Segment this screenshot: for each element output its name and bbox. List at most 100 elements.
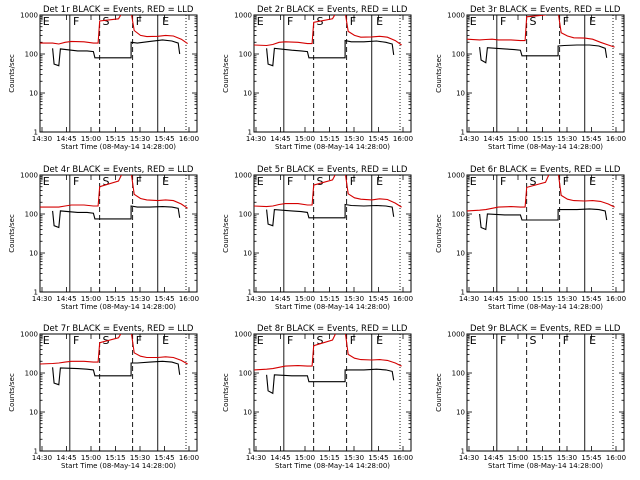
y-tick-label: 10 [456,250,465,258]
lld-series-line [467,175,615,212]
x-tick-label: 16:00 [179,454,199,462]
panel-4: Det 4r BLACK = Events, RED = LLD 1 10 100 10… [8,165,199,311]
panel-title: Det 5r BLACK = Events, RED = LLD [257,165,408,175]
x-tick-label: 14:45 [483,295,503,303]
interval-marker-label: E [162,334,169,347]
events-series-line [52,39,181,67]
panel-title: Det 1r BLACK = Events, RED = LLD [43,5,194,15]
interval-marker-label: E [162,175,169,188]
x-tick-label: 15:45 [368,454,388,462]
x-axis-label: Start Time (08-May-14 14:28:00) [61,143,176,151]
y-tick-label: 1000 [447,331,465,339]
y-axis-label: Counts/sec [222,54,230,93]
x-tick-label: 15:45 [581,454,601,462]
y-tick-label: 1000 [447,172,465,180]
plot-frame [466,14,625,133]
lld-series-line [467,15,615,48]
x-tick-label: 16:00 [606,454,626,462]
x-tick-label: 15:15 [319,295,339,303]
y-tick-label: 100 [25,370,38,378]
x-tick-label: 15:00 [508,295,528,303]
plot-frame [39,333,198,452]
interval-marker-label: E [470,15,477,28]
x-tick-label: 14:30 [459,454,479,462]
y-tick-label: 1 [34,289,38,297]
x-tick-label: 15:00 [81,295,101,303]
interval-marker-label: E [589,334,596,347]
events-series-line [479,208,608,231]
plot-frame [466,174,625,293]
y-tick-label: 10 [243,90,252,98]
y-tick-label: 1000 [234,12,252,20]
interval-marker-label: E [162,15,169,28]
x-tick-label: 14:45 [56,295,76,303]
events-series-line [479,44,608,64]
x-tick-label: 15:15 [105,454,125,462]
y-tick-label: 1 [248,129,252,137]
interval-marker-label: F [563,334,569,347]
y-tick-label: 1000 [20,331,38,339]
y-axis-label: Counts/sec [435,54,443,93]
x-tick-label: 15:30 [344,295,364,303]
x-tick-label: 15:30 [130,295,150,303]
y-tick-label: 10 [29,250,38,258]
x-tick-label: 14:45 [270,295,290,303]
panel-2: Det 2r BLACK = Events, RED = LLD 1 10 100 10… [222,5,413,151]
x-tick-label: 15:45 [154,295,174,303]
interval-marker-label: F [500,15,506,28]
panel-title: Det 9r BLACK = Events, RED = LLD [470,324,621,334]
x-tick-label: 15:45 [154,135,174,143]
x-axis-label: Start Time (08-May-14 14:28:00) [488,143,603,151]
panel-title: Det 2r BLACK = Events, RED = LLD [257,5,408,15]
x-tick-label: 15:30 [557,135,577,143]
y-axis-label: Counts/sec [8,214,16,253]
plot-frame [39,174,198,293]
x-tick-label: 15:15 [532,454,552,462]
interval-marker-label: F [500,175,506,188]
x-tick-label: 14:30 [246,295,266,303]
x-tick-label: 15:45 [581,135,601,143]
x-tick-label: 16:00 [606,295,626,303]
y-tick-label: 10 [29,409,38,417]
x-tick-label: 15:30 [557,454,577,462]
x-tick-label: 14:30 [32,295,52,303]
x-tick-label: 15:00 [508,454,528,462]
x-tick-label: 15:15 [105,295,125,303]
y-tick-label: 10 [456,409,465,417]
y-tick-label: 1000 [234,331,252,339]
plot-frame [466,333,625,452]
y-tick-label: 100 [452,211,465,219]
x-tick-label: 14:30 [459,295,479,303]
y-tick-label: 10 [29,90,38,98]
x-tick-label: 15:45 [154,454,174,462]
interval-marker-label: F [136,175,142,188]
x-tick-label: 15:00 [508,135,528,143]
interval-marker-label: E [257,334,264,347]
panel-title: Det 3r BLACK = Events, RED = LLD [470,5,621,15]
x-tick-label: 15:00 [81,454,101,462]
events-series-line [266,368,395,395]
panel-9: Det 9r BLACK = Events, RED = LLD 1 10 100 10… [435,324,626,470]
panel-title: Det 6r BLACK = Events, RED = LLD [470,165,621,175]
y-tick-label: 1 [248,289,252,297]
events-series-line [52,360,181,386]
y-tick-label: 100 [239,51,252,59]
y-tick-label: 1 [34,448,38,456]
interval-marker-label: E [376,334,383,347]
x-tick-label: 16:00 [179,135,199,143]
panel-8: Det 8r BLACK = Events, RED = LLD 1 10 100 10… [222,324,413,470]
interval-marker-label: F [563,15,569,28]
y-tick-label: 100 [452,51,465,59]
x-tick-label: 14:45 [483,454,503,462]
y-axis-label: Counts/sec [222,373,230,412]
interval-marker-label: F [350,175,356,188]
lld-series-line [254,175,402,208]
x-tick-label: 14:45 [270,135,290,143]
interval-marker-label: F [287,15,293,28]
x-tick-label: 15:30 [344,454,364,462]
events-series-line [266,39,395,67]
y-axis-label: Counts/sec [8,54,16,93]
x-tick-label: 15:30 [130,135,150,143]
y-axis-label: Counts/sec [435,214,443,253]
interval-marker-label: E [43,15,50,28]
